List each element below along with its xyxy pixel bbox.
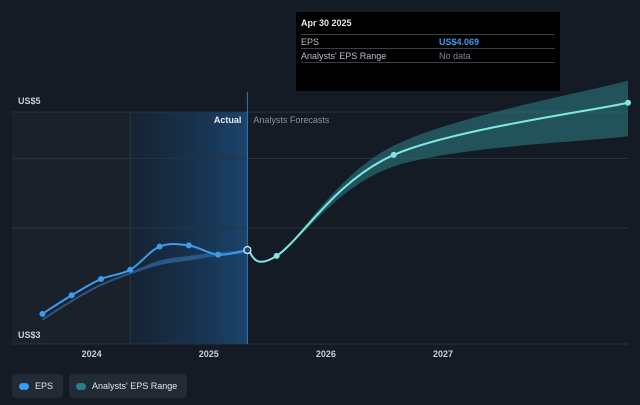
eps-forecast-point-edge [625,99,631,106]
eps-legend-icon [22,382,29,390]
tooltip-date: Apr 30 2025 [301,18,352,28]
legend-eps-label: EPS [35,381,54,391]
x-tick-label: 2024 [82,349,102,359]
eps-point [68,292,75,299]
tooltip-range-label: Analysts' EPS Range [301,50,387,61]
eps-point [185,242,192,249]
eps-range-band-forecast [247,80,628,263]
eps-point [127,266,134,273]
x-tick-label: 2026 [316,349,336,359]
legend-item-eps-range[interactable]: Analysts' EPS Range [69,374,188,398]
eps-point [98,276,105,283]
eps-range-legend-icon [79,382,87,390]
y-tick-label: US$5 [18,96,41,106]
tooltip-eps-value: US$4.069 [439,36,480,47]
actual-region-label: Actual [214,115,242,125]
chart-legend: EPS Analysts' EPS Range [12,374,188,398]
x-tick-label: 2025 [199,349,219,359]
y-tick-label: US$3 [18,330,41,340]
eps-forecast-point [273,252,280,259]
eps-point [39,310,46,317]
eps-point [156,243,163,250]
tooltip-range-value: No data [439,50,471,61]
eps-point [243,245,252,255]
tooltip-eps-label: EPS [301,36,320,47]
tooltip-row-eps: EPS US$4.069 [301,34,555,48]
eps-forecast-line [246,101,629,263]
x-tick-label: 2027 [433,349,453,359]
eps-forecast-point [390,151,397,158]
legend-item-eps[interactable]: EPS [12,374,64,398]
hover-tooltip: Apr 30 2025 EPS US$4.069 Analysts' EPS R… [296,12,560,91]
legend-range-label: Analysts' EPS Range [92,381,178,391]
eps-point [215,251,222,258]
forecast-region-label: Analysts Forecasts [253,115,330,125]
tooltip-row-range: Analysts' EPS Range No data [301,48,555,63]
